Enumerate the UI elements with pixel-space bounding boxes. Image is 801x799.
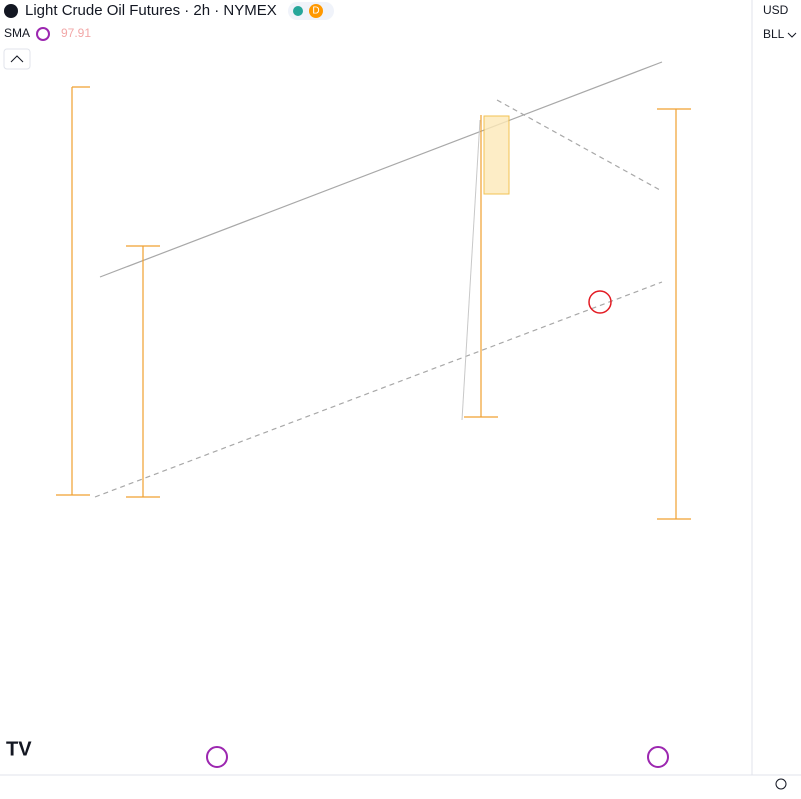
collapse-icon — [10, 55, 24, 63]
channel-lower — [94, 281, 663, 498]
market-status — [293, 6, 303, 16]
unit[interactable]: BLL — [763, 27, 785, 41]
delay-badge — [309, 4, 323, 18]
symbol-icon — [4, 4, 18, 18]
drawings — [56, 61, 691, 520]
collapse-button[interactable] — [3, 48, 31, 70]
chart-title: Light Crude Oil Futures · 2h · NYMEX — [25, 2, 277, 19]
projection-line — [496, 99, 661, 191]
settings-button[interactable] — [775, 778, 787, 790]
fib-trend — [461, 119, 481, 421]
indicator-value: 97.91 — [61, 26, 91, 40]
nav-button[interactable] — [206, 746, 228, 768]
logo: TV — [6, 738, 32, 760]
unit-arrow — [787, 32, 797, 38]
price-scale — [752, 0, 801, 775]
delay-badge-text: D — [312, 6, 319, 17]
nav-button[interactable] — [647, 746, 669, 768]
fib-zone — [483, 115, 510, 195]
indicator-icon — [36, 27, 50, 41]
channel-upper — [99, 61, 663, 278]
highlight-circle — [588, 290, 612, 314]
currency[interactable]: USD — [763, 3, 789, 17]
indicator-name[interactable]: SMA — [4, 26, 30, 40]
